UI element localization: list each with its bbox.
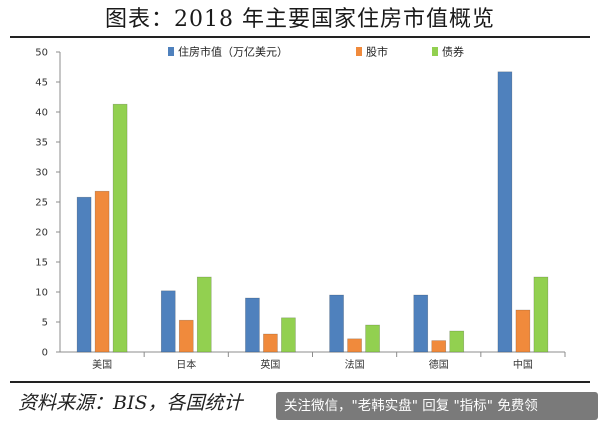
bar-chart: 0 5 10 15 20 25 30 35 40 45 50 美国 日本 英国 法国 德国 中国 住房市值（万亿…	[35, 45, 566, 371]
wechat-banner[interactable]: 关注微信，"老韩实盘" 回复 "指标" 免费领	[276, 392, 598, 420]
y-tick-label: 35	[35, 138, 48, 149]
legend-swatch	[356, 47, 362, 56]
legend-swatch	[432, 47, 438, 56]
x-tick-label: 法国	[345, 358, 365, 371]
y-tick-label: 40	[35, 108, 48, 119]
bar	[413, 294, 429, 353]
x-tick-label: 美国	[92, 358, 112, 371]
y-tick-label: 25	[35, 198, 48, 209]
bar	[94, 190, 110, 353]
bar	[245, 297, 260, 353]
bar	[329, 294, 344, 353]
bar	[160, 290, 176, 353]
y-tick-label: 50	[35, 48, 48, 59]
x-tick-label: 日本	[176, 358, 196, 371]
top-rule	[10, 36, 590, 38]
bar	[449, 330, 465, 353]
bar	[497, 71, 513, 353]
bar	[533, 276, 549, 353]
chart-title: 图表：2018 年主要国家住房市值概览	[105, 7, 495, 32]
y-tick-label: 45	[35, 78, 48, 89]
x-tick-label: 中国	[513, 358, 533, 371]
x-tick-label: 德国	[429, 358, 449, 371]
bar	[281, 317, 296, 353]
y-tick-label: 0	[42, 348, 48, 359]
source-note: 资料来源：BIS，各国统计	[18, 392, 243, 414]
bar	[431, 340, 447, 353]
legend-label: 股市	[366, 45, 388, 59]
y-tick-label: 10	[35, 288, 48, 299]
bar	[178, 319, 194, 353]
bar	[76, 196, 92, 353]
y-tick-label: 5	[42, 318, 48, 329]
bar	[365, 324, 380, 353]
bar	[196, 276, 212, 353]
chart-legend: 住房市值（万亿美元） 股市 债券	[168, 45, 464, 59]
bar	[263, 333, 278, 353]
y-tick-label: 20	[35, 228, 48, 239]
chart-axes: 0 5 10 15 20 25 30 35 40 45 50 美国 日本 英国 法国 德国 中国	[35, 48, 566, 371]
chart-bars	[76, 71, 549, 353]
bar	[515, 309, 531, 353]
legend-swatch	[168, 47, 174, 56]
bar	[112, 103, 128, 353]
y-tick-label: 15	[35, 258, 48, 269]
y-tick-label: 30	[35, 168, 48, 179]
x-tick-label: 英国	[260, 358, 280, 371]
bottom-rule	[10, 381, 590, 383]
legend-label: 住房市值（万亿美元）	[178, 45, 288, 59]
legend-label: 债券	[442, 45, 464, 59]
bar	[347, 338, 362, 353]
